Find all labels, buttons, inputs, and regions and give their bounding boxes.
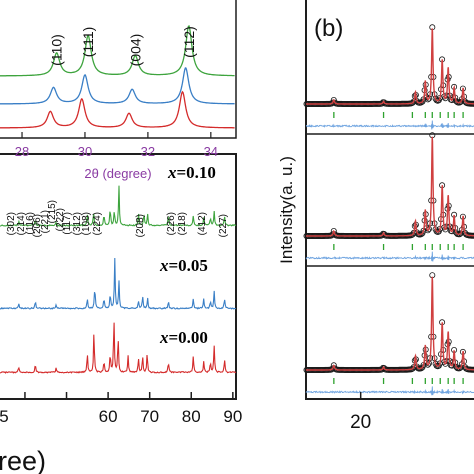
inset-peak-label: (111) [80,27,96,58]
observed-point [442,226,449,233]
panel-b-label: (b) [314,15,343,42]
inset-ticks: 28 30 32 34 [15,132,218,159]
inset-peak-labels: (110) (111) (004) (112) [49,26,197,66]
hkl-label: (215) [47,200,58,223]
series-line-x=0.10 [0,185,237,227]
hkl-label: (227) [218,214,229,237]
hkl-label: (116) [25,212,36,235]
panel-a-lines [0,185,237,374]
observed-point [425,95,432,102]
calculated-line [306,276,474,371]
refinement-subplot [303,272,474,396]
x-tick-label: 70 [140,407,159,426]
hkl-label: (108) [81,212,92,235]
hkl-label: (302) [6,212,17,235]
observed-point [424,96,431,103]
difference-line [306,120,474,130]
inset-series-line [0,67,235,105]
hkl-label: (312) [72,212,83,235]
hkl-label: (218) [177,212,188,235]
panel-b: (b) Intensity(a. u.) 20 [277,0,474,433]
hkl-label: (224) [92,212,103,235]
hkl-label: (412) [197,212,208,235]
panel-b-ticks: 20 [350,392,371,433]
difference-line [305,251,474,262]
observed-point [457,230,464,237]
series-label-x005: x=0.05 [159,256,208,275]
panel-a-frame [0,153,237,400]
inset-lines [0,24,235,129]
panel-a-hkl-labels: (302) (214)(116)(206)(221)(215)(222)(117)… [6,200,229,237]
refinement-subplot [303,132,474,262]
panel-b-subplots [303,24,474,396]
calculated-line [306,28,474,105]
hkl-label: (117) [62,212,73,235]
x-tick-label: 60 [99,407,118,426]
inset-x-tick-label: 28 [15,144,29,159]
inset-series-line [0,24,235,77]
hkl-label: (221) [40,210,51,233]
observed-point [424,227,431,234]
panel-b-frame [305,0,474,400]
series-line-x=0.00 [0,322,237,374]
inset-x-tick-label: 32 [141,144,155,159]
series-label-x010: x=0.10 [167,163,216,182]
observed-point [457,364,464,371]
inset-x-tick-label: 30 [78,144,92,159]
inset-series-line [0,90,235,129]
observed-point [432,95,439,102]
x-tick-label: 90 [223,407,242,426]
inset-peak-label: (004) [127,34,143,67]
observed-point [448,228,455,235]
inset-peak-label: (110) [49,34,65,66]
x-tick-label: 80 [182,407,201,426]
hkl-label: (214) [16,212,27,235]
inset-xlabel: 2θ (degree) [84,166,151,181]
difference-line [305,386,474,396]
observed-point [442,95,449,102]
refinement-subplot [303,24,474,130]
calculated-line [306,136,474,237]
hkl-label: (206) [32,214,43,237]
observed-point [448,362,455,369]
hkl-label: (226) [166,212,177,235]
observed-point [442,360,449,367]
panel-a-ticks: 60 70 80 90 5 [0,392,242,426]
hkl-label: (222) [55,208,66,231]
observed-point [424,361,431,368]
panel-a: 60 70 80 90 5 (302) (214)(116)(206)(221)(215)… [0,153,242,474]
x-tick-label: 20 [350,412,371,433]
series-label-x000: x=0.00 [159,328,208,347]
inset-peak-label: (112) [181,26,197,58]
inset-x-tick-label: 34 [204,144,218,159]
inset: 28 30 32 34 (110) (111) (004) (112) 2θ (degree… [0,0,237,181]
x-tick-label: 5 [0,407,9,426]
inset-frame [0,0,237,139]
panel-a-xlabel: ree) [0,446,46,474]
hkl-label: (208) [135,214,146,237]
panel-b-ylabel: Intensity(a. u.) [277,156,296,264]
series-line-x=0.05 [0,257,236,310]
